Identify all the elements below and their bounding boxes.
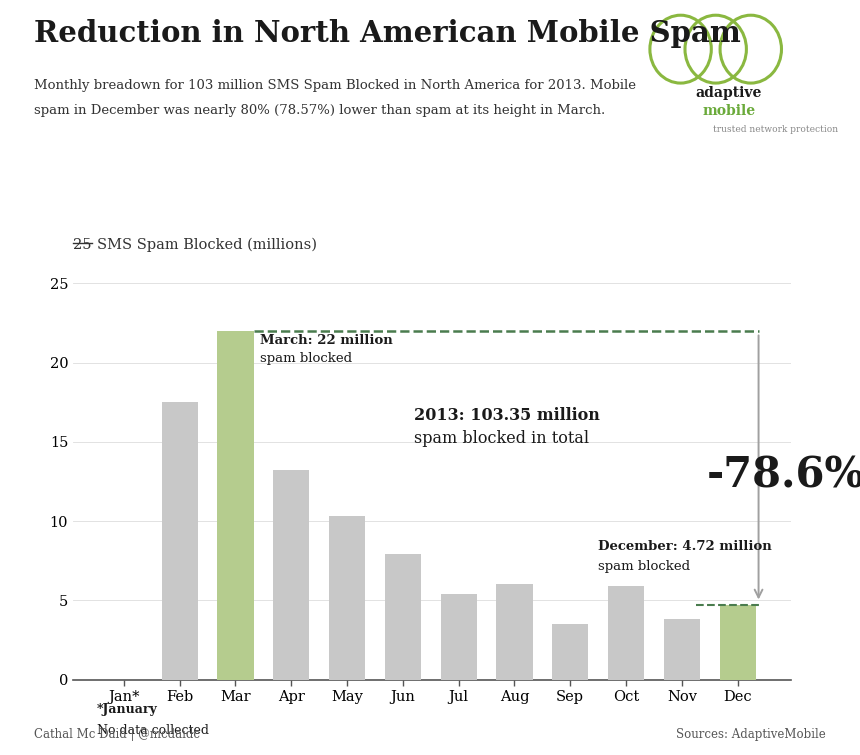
Bar <box>440 594 476 680</box>
Bar <box>273 470 310 680</box>
Text: December: 4.72 million: December: 4.72 million <box>599 540 772 553</box>
Text: mobile: mobile <box>703 104 755 118</box>
Text: Sources: AdaptiveMobile: Sources: AdaptiveMobile <box>676 729 826 741</box>
Text: Reduction in North American Mobile Spam: Reduction in North American Mobile Spam <box>34 19 741 48</box>
Text: Monthly breadown for 103 million SMS Spam Blocked in North America for 2013. Mob: Monthly breadown for 103 million SMS Spa… <box>34 79 636 92</box>
Text: adaptive: adaptive <box>696 86 762 100</box>
Text: spam in December was nearly 80% (78.57%) lower than spam at its height in March.: spam in December was nearly 80% (78.57%)… <box>34 104 605 117</box>
Text: 2013: 103.35 million: 2013: 103.35 million <box>414 407 600 424</box>
Text: *January: *January <box>97 703 158 716</box>
Text: -78.6%: -78.6% <box>707 455 860 497</box>
Text: 25: 25 <box>73 238 92 252</box>
Bar <box>720 605 756 680</box>
Text: spam blocked: spam blocked <box>261 353 353 365</box>
Text: trusted network protection: trusted network protection <box>714 125 838 134</box>
Bar <box>162 402 198 680</box>
Text: No data collected: No data collected <box>97 724 209 737</box>
Bar <box>496 584 532 680</box>
Bar <box>329 516 365 680</box>
Bar <box>218 331 254 680</box>
Text: Cathal Mc Daid | @mcdaidc: Cathal Mc Daid | @mcdaidc <box>34 729 200 741</box>
Bar <box>664 619 700 680</box>
Text: spam blocked: spam blocked <box>599 560 691 573</box>
Text: spam blocked in total: spam blocked in total <box>414 430 589 447</box>
Bar <box>552 624 588 680</box>
Bar <box>608 586 644 680</box>
Text: SMS Spam Blocked (millions): SMS Spam Blocked (millions) <box>97 238 317 252</box>
Text: March: 22 million: March: 22 million <box>261 334 393 347</box>
Bar <box>384 554 421 680</box>
